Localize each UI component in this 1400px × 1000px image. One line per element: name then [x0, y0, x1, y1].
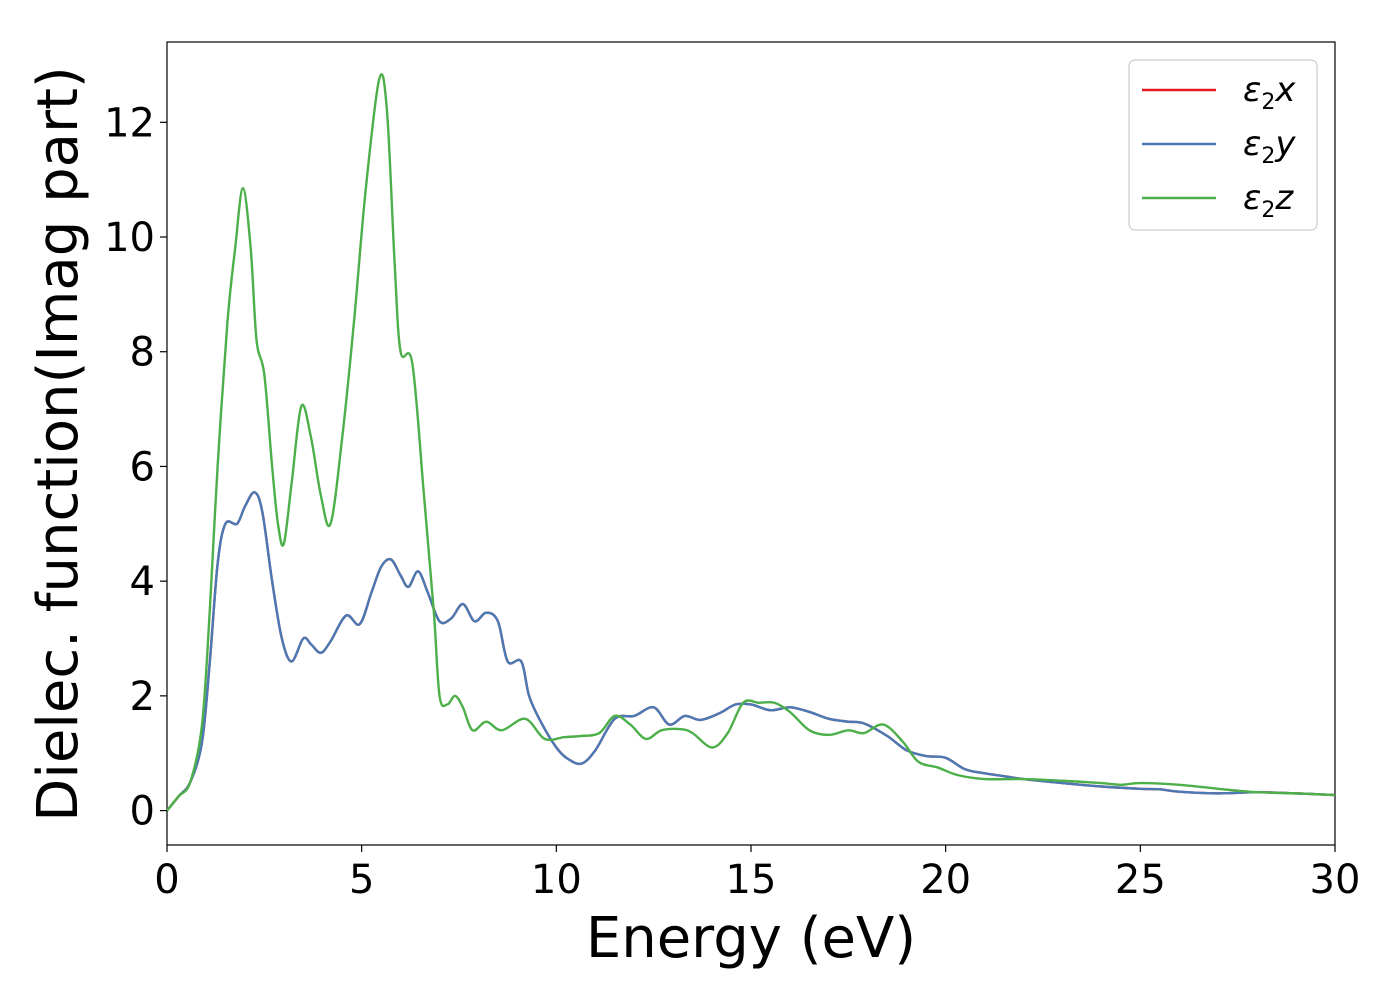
x-tick-label: 30 [1310, 857, 1361, 903]
series-x-line [166, 491, 1336, 812]
legend-items: ε2x ε2y ε2z [1142, 70, 1296, 223]
series-y-line [166, 491, 1336, 812]
y-tick-label: 0 [130, 789, 155, 835]
legend: ε2x ε2y ε2z [1128, 59, 1318, 231]
y-tick-label: 6 [130, 444, 155, 490]
y-tick-label: 4 [130, 559, 155, 605]
y-tick-label: 8 [130, 330, 155, 376]
series-z-legend-label: ε2z [1243, 178, 1294, 223]
y-tick-label: 10 [104, 215, 155, 261]
x-axis-ticks: 0 5 10 15 20 25 30 [154, 845, 1360, 903]
series-x-legend-label: ε2x [1243, 70, 1296, 115]
x-axis-title: Energy (eV) [586, 906, 916, 971]
series-y-legend-label: ε2y [1243, 124, 1296, 169]
x-tick-label: 15 [726, 857, 777, 903]
y-axis-ticks: 0 2 4 6 8 10 12 [104, 100, 167, 835]
y-tick-label: 12 [104, 100, 155, 146]
series-z-line [166, 72, 1336, 812]
x-tick-label: 25 [1115, 857, 1166, 903]
x-tick-label: 0 [154, 857, 179, 903]
y-axis-title: Dielec. function(Imag part) [26, 66, 91, 822]
x-tick-label: 5 [349, 857, 374, 903]
x-tick-label: 10 [531, 857, 582, 903]
legend-box [1128, 59, 1318, 231]
series-group [166, 72, 1336, 812]
y-tick-label: 2 [130, 674, 155, 720]
x-tick-label: 20 [920, 857, 971, 903]
